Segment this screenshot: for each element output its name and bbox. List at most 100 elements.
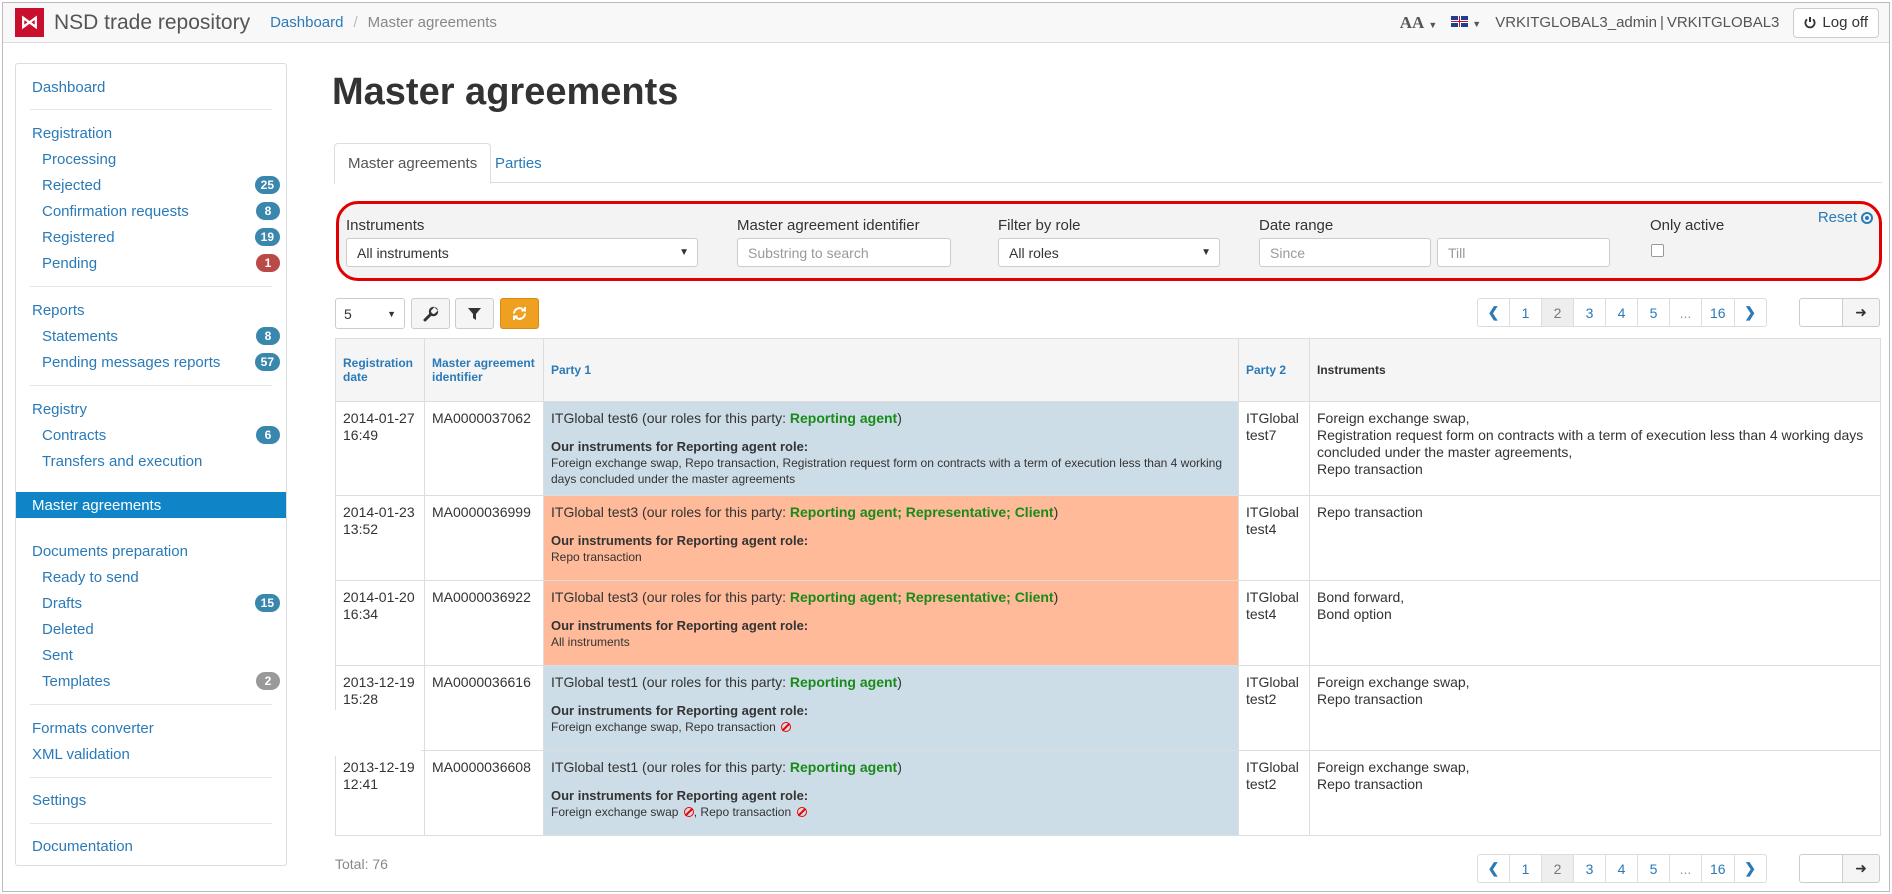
prev-page-button[interactable]: ❮ — [1477, 854, 1510, 883]
sidebar-item-drafts[interactable]: Drafts 15 — [16, 591, 286, 615]
party-roles: Reporting agent — [789, 759, 898, 775]
reset-filter-link[interactable]: Reset — [1818, 209, 1873, 226]
only-active-checkbox[interactable] — [1651, 244, 1664, 257]
table-row[interactable]: 2014-01-27 16:49 MA0000037062 ITGlobal t… — [335, 401, 1881, 496]
settings-wrench-button[interactable] — [411, 298, 450, 329]
language-dropdown[interactable]: ▼ — [1451, 14, 1481, 31]
sidebar-item-label: Formats converter — [32, 719, 154, 737]
page-button[interactable]: 2 — [1541, 854, 1574, 883]
col-party2[interactable]: Party 2 — [1238, 338, 1310, 402]
filter-toggle-button[interactable] — [455, 298, 494, 329]
instrument-text: Foreign exchange swap, Repo transaction — [551, 720, 776, 734]
goto-page-input[interactable] — [1799, 298, 1843, 327]
date-till-input[interactable]: Till — [1437, 238, 1610, 267]
sidebar-item-registered[interactable]: Registered 19 — [16, 225, 286, 249]
sidebar-item-pending-messages-reports[interactable]: Pending messages reports 57 — [16, 350, 286, 374]
sidebar-item-documentation[interactable]: Documentation — [16, 834, 286, 858]
page-title: Master agreements — [332, 71, 679, 113]
page-button[interactable]: 2 — [1541, 298, 1574, 327]
user-info: VRKITGLOBAL3_admin | VRKITGLOBAL3 — [1495, 14, 1779, 31]
font-size-dropdown[interactable]: AA ▼ — [1400, 13, 1437, 33]
pagination-bottom: ❮ 1 2 3 4 5 ... 16 ❯ — [1477, 854, 1767, 883]
prev-page-button[interactable]: ❮ — [1477, 298, 1510, 327]
sidebar-item-reports[interactable]: Reports — [16, 298, 286, 322]
sidebar-item-transfers-and-execution[interactable]: Transfers and execution — [16, 449, 286, 473]
cell-date: 2014-01-20 16:34 — [335, 580, 425, 666]
sidebar-item-registration[interactable]: Registration — [16, 121, 286, 145]
goto-page-top: ➜ — [1799, 298, 1880, 327]
instrument-line: Registration request form on contracts w… — [1317, 427, 1864, 460]
sidebar-item-contracts[interactable]: Contracts 6 — [16, 423, 286, 447]
sidebar-item-statements[interactable]: Statements 8 — [16, 324, 286, 348]
identifier-label: Master agreement identifier — [737, 217, 920, 234]
logoff-button[interactable]: Log off — [1793, 7, 1879, 38]
sidebar-item-templates[interactable]: Templates 2 — [16, 669, 286, 693]
page-button[interactable]: 5 — [1637, 298, 1670, 327]
role-filter-select[interactable]: All roles ▼ — [998, 238, 1220, 267]
instruments-select[interactable]: All instruments ▼ — [346, 238, 698, 267]
page-button[interactable]: 16 — [1701, 854, 1735, 883]
breadcrumb-dashboard[interactable]: Dashboard — [270, 14, 344, 31]
col-registration-date[interactable]: Registration date — [335, 338, 425, 402]
sidebar-item-xml-validation[interactable]: XML validation — [16, 742, 286, 766]
col-identifier[interactable]: Master agreement identifier — [424, 338, 544, 402]
goto-page-button[interactable]: ➜ — [1843, 854, 1880, 883]
sidebar-item-label: Pending — [42, 254, 98, 272]
sidebar-item-processing[interactable]: Processing — [16, 147, 286, 171]
page-size-select[interactable]: 5 ▼ — [335, 298, 405, 329]
sidebar-item-ready-to-send[interactable]: Ready to send — [16, 565, 286, 589]
sidebar-item-registry[interactable]: Registry — [16, 397, 286, 421]
logo-glyph: ⋈ — [20, 12, 39, 32]
page-button[interactable]: 16 — [1701, 298, 1735, 327]
tab-bar: Master agreements Parties — [334, 143, 1882, 184]
sidebar-item-sent[interactable]: Sent — [16, 643, 286, 667]
sidebar-item-confirmation-requests[interactable]: Confirmation requests 8 — [16, 199, 286, 223]
page-button[interactable]: 4 — [1605, 854, 1638, 883]
tooltip-overlay — [335, 710, 421, 756]
table-row[interactable]: 2014-01-23 13:52 MA0000036999 ITGlobal t… — [335, 495, 1881, 581]
sidebar-item-documents-preparation[interactable]: Documents preparation — [16, 539, 286, 563]
sidebar-item-settings[interactable]: Settings — [16, 788, 286, 812]
table-row[interactable]: 2013-12-19 15:28 MA0000036616 ITGlobal t… — [335, 665, 1881, 751]
roles-prefix: (our roles for this party: — [638, 589, 790, 605]
roles-suffix: ) — [897, 410, 902, 426]
only-active-label: Only active — [1650, 217, 1725, 234]
roles-suffix: ) — [1053, 504, 1059, 520]
sidebar-item-dashboard[interactable]: Dashboard — [16, 75, 286, 99]
sidebar-divider — [30, 777, 272, 778]
sidebar-item-rejected[interactable]: Rejected 25 — [16, 173, 286, 197]
refresh-button[interactable] — [500, 298, 539, 329]
col-party1[interactable]: Party 1 — [543, 338, 1239, 402]
brand-title[interactable]: NSD trade repository — [54, 10, 251, 34]
next-page-button[interactable]: ❯ — [1733, 298, 1767, 327]
sidebar-item-deleted[interactable]: Deleted — [16, 617, 286, 641]
sidebar-item-pending[interactable]: Pending 1 — [16, 251, 286, 275]
table-row[interactable]: 2013-12-19 12:41 MA0000036608 ITGlobal t… — [335, 750, 1881, 836]
tab-master-agreements[interactable]: Master agreements — [334, 143, 492, 184]
since-placeholder: Since — [1270, 244, 1306, 261]
page-button[interactable]: 4 — [1605, 298, 1638, 327]
next-page-button[interactable]: ❯ — [1733, 854, 1767, 883]
page-button[interactable]: 1 — [1509, 854, 1542, 883]
date-since-input[interactable]: Since — [1259, 238, 1431, 267]
user-org: VRKITGLOBAL3 — [1666, 14, 1780, 31]
page-button[interactable]: 3 — [1573, 854, 1606, 883]
page-button[interactable]: 3 — [1573, 298, 1606, 327]
table-row[interactable]: 2014-01-20 16:34 MA0000036922 ITGlobal t… — [335, 580, 1881, 666]
party-instruments: All instruments — [551, 635, 630, 649]
identifier-search-input[interactable]: Substring to search — [737, 238, 951, 267]
party-instruments: Foreign exchange swap, Repo transaction,… — [551, 456, 1223, 486]
tab-parties[interactable]: Parties — [495, 154, 542, 172]
nsd-logo-icon[interactable]: ⋈ — [15, 8, 44, 37]
page-button[interactable]: 1 — [1509, 298, 1542, 327]
sidebar-item-master-agreements[interactable]: Master agreements — [16, 492, 286, 518]
sidebar-item-formats-converter[interactable]: Formats converter — [16, 716, 286, 740]
page-button[interactable]: 5 — [1637, 854, 1670, 883]
goto-page-button[interactable]: ➜ — [1843, 298, 1880, 327]
goto-page-input[interactable] — [1799, 854, 1843, 883]
count-badge: 57 — [254, 353, 280, 371]
count-badge: 19 — [254, 228, 280, 246]
role-filter-label: Filter by role — [998, 217, 1081, 234]
role-select-value: All roles — [1009, 244, 1059, 261]
